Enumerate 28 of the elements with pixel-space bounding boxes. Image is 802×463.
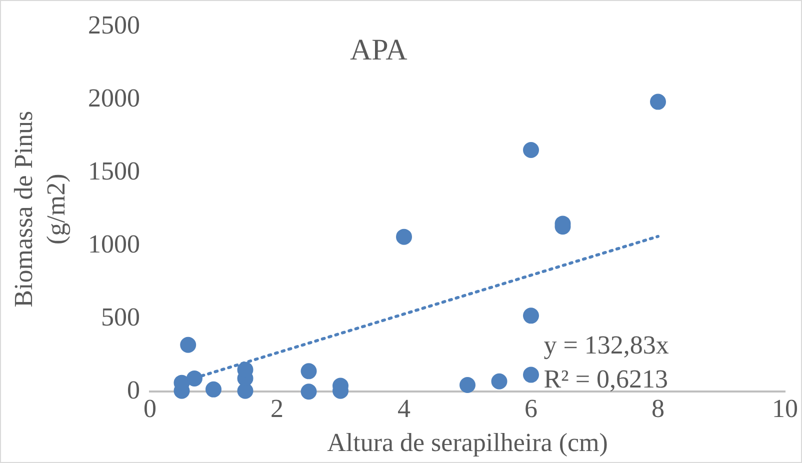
x-tick-label: 6 (524, 394, 538, 424)
annotation: R² = 0,6213 (544, 364, 668, 394)
point (186, 370, 202, 386)
x-tick-label: 4 (398, 394, 410, 424)
y-tick-label: 1000 (88, 229, 140, 258)
x-tick-label: 2 (270, 394, 284, 424)
point (650, 94, 666, 110)
point (523, 366, 539, 383)
chart-title: APA (350, 33, 408, 66)
point (523, 308, 539, 324)
point (180, 336, 196, 353)
y-tick-label: 0 (127, 375, 140, 404)
y-axis-title: Biomassa de Pinus (g/m2) (9, 110, 71, 308)
point (206, 381, 222, 398)
x-tick-label: 10 (772, 394, 798, 424)
point (300, 363, 317, 380)
annotation: y = 132,83x (544, 330, 669, 360)
point (523, 142, 539, 158)
x-tick-label: 8 (652, 394, 664, 424)
point (396, 228, 412, 245)
point (460, 377, 476, 394)
x-axis-title: Altura de serapilheira (cm) (327, 428, 608, 458)
y-tick-label: 500 (101, 302, 140, 332)
point (300, 384, 317, 400)
y-tick-label: 1500 (88, 156, 140, 186)
y-tick-label: 2000 (88, 83, 140, 112)
point (491, 373, 508, 390)
y-tick-label: 2500 (88, 10, 140, 40)
